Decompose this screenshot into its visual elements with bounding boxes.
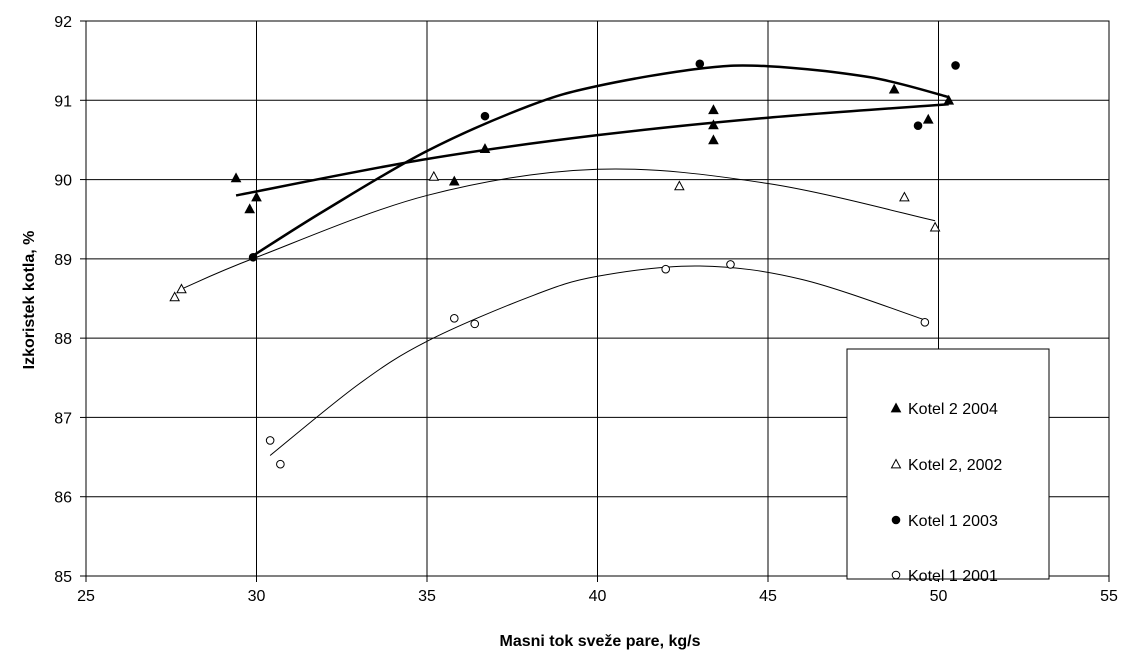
data-point-kotel-2-2004 <box>709 105 718 113</box>
y-tick-label: 91 <box>54 93 72 110</box>
data-point-kotel-2-2004 <box>924 115 933 123</box>
data-point-kotel-1-2001 <box>277 460 285 468</box>
legend-marker-kotel-1-2003 <box>892 516 900 524</box>
data-point-kotel-1-2001 <box>450 315 458 323</box>
data-point-kotel-2-2002 <box>900 193 909 201</box>
y-axis-title: Izkoristek kotla, % <box>21 231 38 370</box>
x-tick-label: 30 <box>248 588 266 605</box>
data-point-kotel-1-2003 <box>952 62 960 70</box>
y-tick-label: 88 <box>54 331 72 348</box>
trend-line-kotel-2-2004 <box>236 104 949 195</box>
trend-line-kotel-1-2003 <box>253 65 949 255</box>
data-point-kotel-2-2004 <box>245 204 254 212</box>
legend-label-kotel-1-2003: Kotel 1 2003 <box>908 513 998 530</box>
legend: Kotel 2 2004 Kotel 2, 2002 Kotel 1 2003 … <box>847 349 1049 585</box>
data-point-kotel-2-2002 <box>429 172 438 180</box>
x-axis-title: Masni tok sveže pare, kg/s <box>500 633 701 650</box>
data-points <box>170 60 959 468</box>
data-point-kotel-1-2001 <box>921 318 929 326</box>
data-point-kotel-2-2002 <box>170 292 179 300</box>
y-tick-label: 90 <box>54 173 72 190</box>
data-point-kotel-1-2003 <box>914 122 922 130</box>
x-tick-label: 45 <box>759 588 777 605</box>
y-tick-label: 92 <box>54 14 72 31</box>
y-tick-label: 89 <box>54 252 72 269</box>
data-point-kotel-1-2001 <box>662 265 670 273</box>
x-tick-label: 50 <box>930 588 948 605</box>
data-point-kotel-1-2001 <box>727 261 735 269</box>
legend-label-kotel-1-2001: Kotel 1 2001 <box>908 568 998 585</box>
data-point-kotel-2-2004 <box>252 193 261 201</box>
x-tick-label: 40 <box>589 588 607 605</box>
data-point-kotel-2-2004 <box>450 177 459 185</box>
trend-lines <box>181 65 948 455</box>
y-tick-label: 87 <box>54 410 72 427</box>
data-point-kotel-2-2004 <box>232 173 241 181</box>
data-point-kotel-1-2003 <box>696 60 704 68</box>
data-point-kotel-2-2002 <box>177 284 186 292</box>
y-tick-label: 86 <box>54 490 72 507</box>
data-point-kotel-1-2001 <box>266 437 274 445</box>
data-point-kotel-2-2004 <box>709 135 718 143</box>
legend-marker-kotel-1-2001 <box>892 571 900 579</box>
data-point-kotel-2-2004 <box>890 85 899 93</box>
x-tick-label: 25 <box>77 588 95 605</box>
data-point-kotel-1-2001 <box>471 320 479 328</box>
data-point-kotel-1-2003 <box>481 112 489 120</box>
x-tick-label: 55 <box>1100 588 1118 605</box>
data-point-kotel-2-2002 <box>675 181 684 189</box>
legend-label-kotel-2-2004: Kotel 2 2004 <box>908 401 998 418</box>
x-tick-label: 35 <box>418 588 436 605</box>
y-tick-label: 85 <box>54 569 72 586</box>
data-point-kotel-1-2003 <box>249 253 257 261</box>
legend-label-kotel-2-2002: Kotel 2, 2002 <box>908 457 1002 474</box>
